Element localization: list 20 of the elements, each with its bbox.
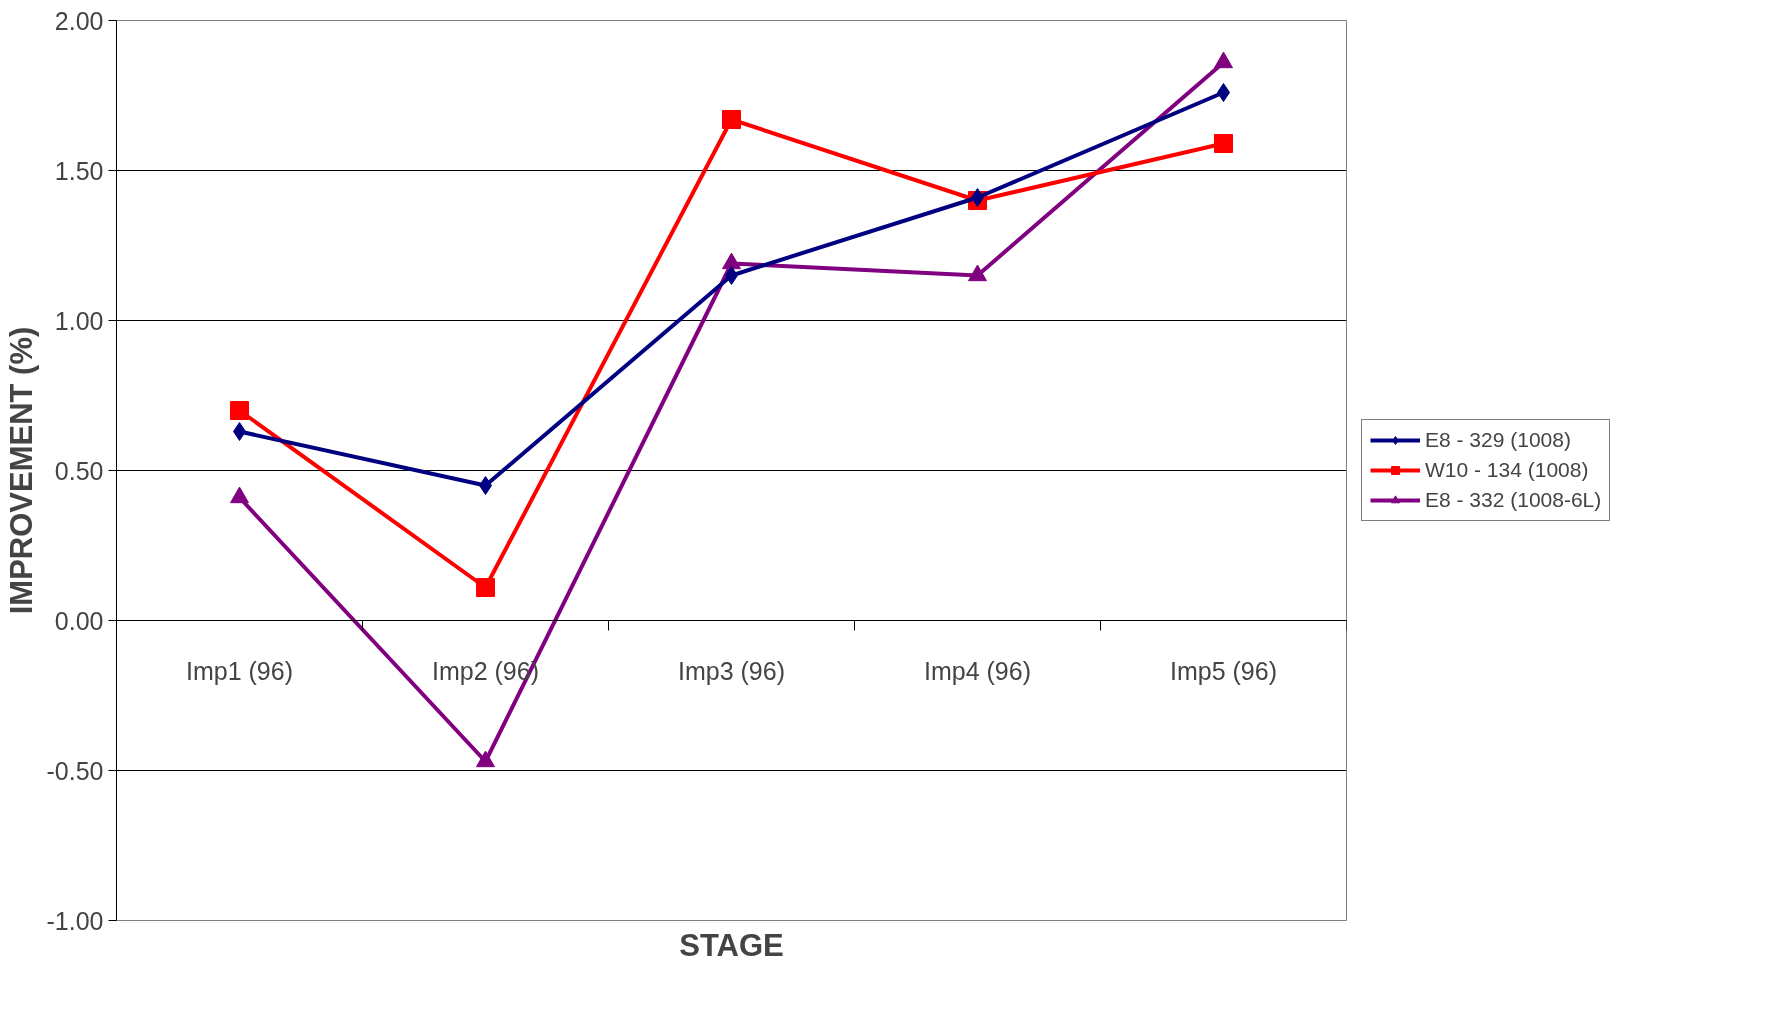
y-tick-label: 0.50 — [54, 456, 104, 485]
y-tick-label: 2.00 — [54, 6, 104, 35]
y-axis-title: IMPROVEMENT (%) — [3, 326, 39, 615]
point — [722, 110, 741, 129]
point — [476, 578, 495, 597]
x-tick-label: Imp4 (96) — [924, 656, 1031, 685]
y-tick-label: -0.50 — [46, 756, 104, 785]
x-tick-label: Imp1 (96) — [186, 656, 293, 685]
x-axis-title: STAGE — [679, 927, 784, 963]
point — [230, 401, 249, 420]
y-tick-label: -1.00 — [46, 906, 104, 935]
x-tick-label: Imp3 (96) — [678, 656, 785, 685]
point — [1214, 134, 1233, 153]
y-tick-label: 0.00 — [54, 606, 104, 635]
legend-label: E8 - 332 (1008-6L) — [1425, 488, 1602, 512]
legend-label: E8 - 329 (1008) — [1425, 428, 1571, 452]
y-tick-label: 1.50 — [54, 156, 104, 185]
x-tick-label: Imp5 (96) — [1170, 656, 1277, 685]
legend-label: W10 - 134 (1008) — [1425, 458, 1589, 482]
y-tick-label: 1.00 — [54, 306, 104, 335]
